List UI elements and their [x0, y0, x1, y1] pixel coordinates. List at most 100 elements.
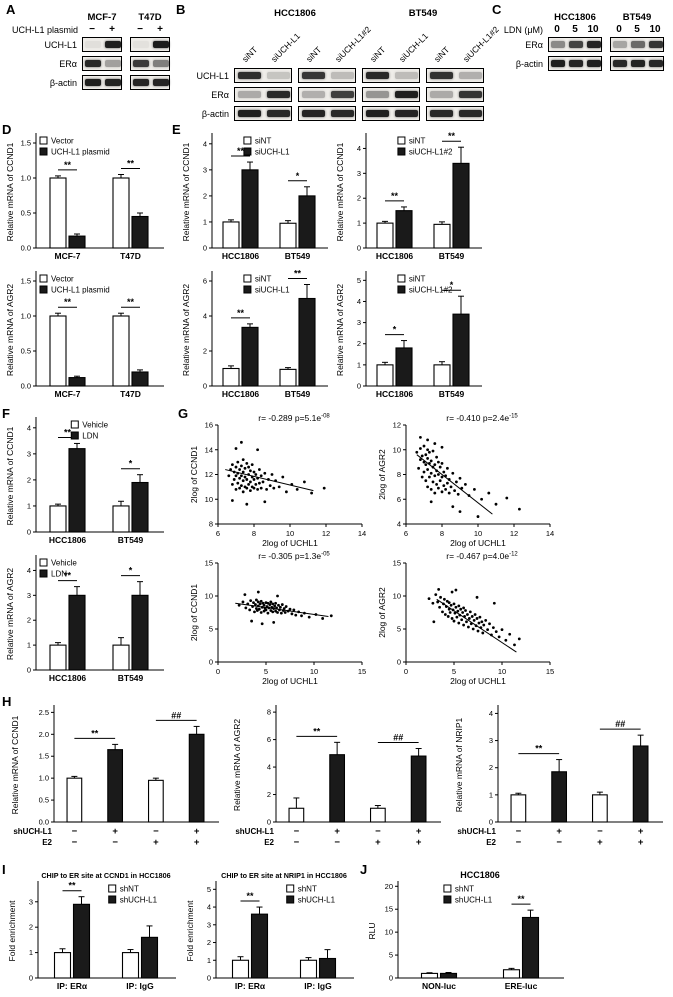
cell-line-label: T47D: [138, 12, 162, 23]
chart-e-agr2-si1: 0 2 4 6 Relative mRNA of AGR2 HCC1806 BT549 ** *…: [180, 266, 330, 402]
protein-band: [394, 91, 419, 98]
blot-box: [298, 106, 356, 121]
lane-label: siNT: [303, 44, 324, 64]
condition-value: −: [89, 24, 95, 35]
svg-text:1.0: 1.0: [39, 774, 49, 783]
svg-text:5: 5: [264, 667, 268, 676]
svg-text:4: 4: [203, 312, 207, 321]
protein-band: [105, 60, 121, 67]
svg-text:**: **: [246, 891, 254, 901]
scatter-agr2-uchl1-b: 0 5 10 15 0 5 10 15 2log of UCHL1 2log of AGR2 r= …: [376, 550, 560, 686]
protein-band: [266, 72, 291, 79]
svg-text:1.0: 1.0: [21, 312, 31, 321]
svg-text:2log of UCHL1: 2log of UCHL1: [262, 676, 318, 686]
svg-text:**: **: [64, 297, 72, 307]
svg-text:Relative mRNA of AGR2: Relative mRNA of AGR2: [335, 284, 345, 376]
svg-text:**: **: [64, 160, 72, 170]
protein-band: [153, 60, 169, 67]
svg-text:**: **: [127, 159, 135, 169]
blot-box: [130, 75, 170, 90]
svg-text:siUCH-L1: siUCH-L1: [255, 148, 290, 157]
scatter-plot-svg: 0 5 10 15 0 5 10 15 2log of UCHL1 2log of CCND1 r=…: [189, 551, 366, 686]
svg-text:shNT: shNT: [298, 885, 317, 894]
protein-band: [648, 41, 664, 48]
protein-band: [85, 41, 101, 48]
svg-text:12: 12: [322, 529, 330, 538]
svg-text:Relative mRNA of CCND1: Relative mRNA of CCND1: [181, 142, 191, 241]
svg-text:1: 1: [29, 948, 33, 957]
chart-f-agr2: 0 1 2 3 4 Relative mRNA of AGR2 HCC1806 BT549 **…: [4, 550, 166, 686]
blot-row-label: ERα: [211, 89, 229, 100]
svg-text:Relative mRNA of CCND1: Relative mRNA of CCND1: [10, 715, 20, 814]
svg-text:Fold enrichment: Fold enrichment: [7, 900, 17, 962]
svg-text:siNT: siNT: [409, 275, 426, 284]
svg-text:0: 0: [357, 382, 361, 391]
svg-text:0.0: 0.0: [21, 382, 31, 391]
cell-line-label: MCF-7: [87, 12, 117, 23]
svg-text:3: 3: [203, 165, 207, 174]
protein-band: [458, 110, 483, 117]
svg-text:HCC1806: HCC1806: [376, 251, 414, 261]
protein-band: [330, 110, 355, 117]
condition-value: +: [109, 24, 115, 35]
panel-label-d: D: [2, 122, 12, 137]
condition-value: 0: [554, 24, 560, 35]
svg-text:+: +: [556, 826, 562, 837]
svg-text:4: 4: [397, 520, 401, 529]
bar-chart-svg: 0 1 2 3 4 Relative mRNA of CCND1 HCC1806 BT549 *…: [335, 131, 482, 261]
protein-band: [330, 91, 355, 98]
svg-text:**: **: [91, 728, 99, 738]
chart-e-agr2-si2: 0 1 2 3 4 5 Relative mRNA of AGR2 HCC1806 BT549 *…: [334, 266, 484, 402]
svg-text:2: 2: [357, 339, 361, 348]
svg-text:4: 4: [203, 139, 207, 148]
svg-text:15: 15: [385, 905, 393, 914]
svg-text:1.5: 1.5: [39, 752, 49, 761]
protein-band: [630, 41, 646, 48]
svg-text:shNT: shNT: [455, 885, 474, 894]
blot-row-label: β-actin: [201, 108, 229, 119]
svg-text:6: 6: [397, 495, 401, 504]
svg-text:1: 1: [27, 501, 31, 510]
svg-text:0.5: 0.5: [21, 209, 31, 218]
svg-text:**: **: [237, 308, 245, 318]
svg-text:MCF-7: MCF-7: [55, 389, 81, 399]
chart-f-ccnd1: 0 1 2 3 4 Relative mRNA of CCND1 HCC1806 BT549 *…: [4, 412, 166, 548]
svg-text:LDN: LDN: [82, 432, 98, 441]
svg-text:HCC1806: HCC1806: [49, 673, 87, 683]
svg-text:15: 15: [358, 667, 366, 676]
bar-chart-svg: 0 1 2 3 4 5 Relative mRNA of AGR2 HCC1806 BT549 *…: [335, 271, 482, 399]
svg-text:2: 2: [203, 347, 207, 356]
svg-text:HCC1806: HCC1806: [460, 870, 500, 880]
svg-text:−: −: [72, 826, 78, 837]
svg-text:−: −: [334, 837, 340, 848]
svg-text:+: +: [638, 837, 644, 848]
panel-label-i: I: [2, 862, 6, 877]
svg-text:Relative mRNA of AGR2: Relative mRNA of AGR2: [181, 284, 191, 376]
svg-text:10: 10: [393, 445, 401, 454]
svg-text:IP: IgG: IP: IgG: [304, 981, 332, 991]
scatter-plot-svg: 0 5 10 15 0 5 10 15 2log of UCHL1 2log of AGR2 r= …: [377, 551, 554, 686]
svg-text:1.5: 1.5: [21, 139, 31, 148]
svg-text:−: −: [112, 837, 118, 848]
svg-text:1.5: 1.5: [21, 277, 31, 286]
protein-band: [266, 91, 291, 98]
svg-text:3: 3: [489, 736, 493, 745]
protein-band: [85, 79, 101, 86]
svg-text:10: 10: [205, 495, 213, 504]
protein-band: [394, 72, 419, 79]
western-blot-b: HCC1806 BT549 siNT siUCH-L1 siNT siUCH-L1#2 si…: [190, 8, 501, 125]
blot-row-label: UCH-L1: [196, 70, 229, 81]
svg-text:20: 20: [385, 882, 393, 891]
blot-row-label: β-actin: [515, 58, 543, 69]
svg-text:−: −: [294, 837, 300, 848]
scatter-ccnd1-uchl1-b: 0 5 10 15 0 5 10 15 2log of UCHL1 2log of CCND1 r=…: [188, 550, 372, 686]
bar-chart-svg: 0.0 0.5 1.0 1.5 Relative mRNA of CCND1 MCF-7 T…: [5, 133, 164, 261]
svg-text:10: 10: [310, 667, 318, 676]
western-blot-c: HCC1806 BT549 LDN (μM) 0 5 10 0 5 10 ERα β-actin: [498, 12, 673, 75]
svg-text:ERE-luc: ERE-luc: [505, 981, 538, 991]
svg-text:NON-luc: NON-luc: [422, 981, 456, 991]
panel-label-f: F: [2, 406, 10, 421]
scatter-ccnd1-uchl1-a: 6 8 10 12 14 8 10 12 14 16 2log of UCHL1 2log of CC…: [188, 412, 372, 548]
protein-band: [586, 60, 602, 67]
svg-text:3: 3: [27, 449, 31, 458]
